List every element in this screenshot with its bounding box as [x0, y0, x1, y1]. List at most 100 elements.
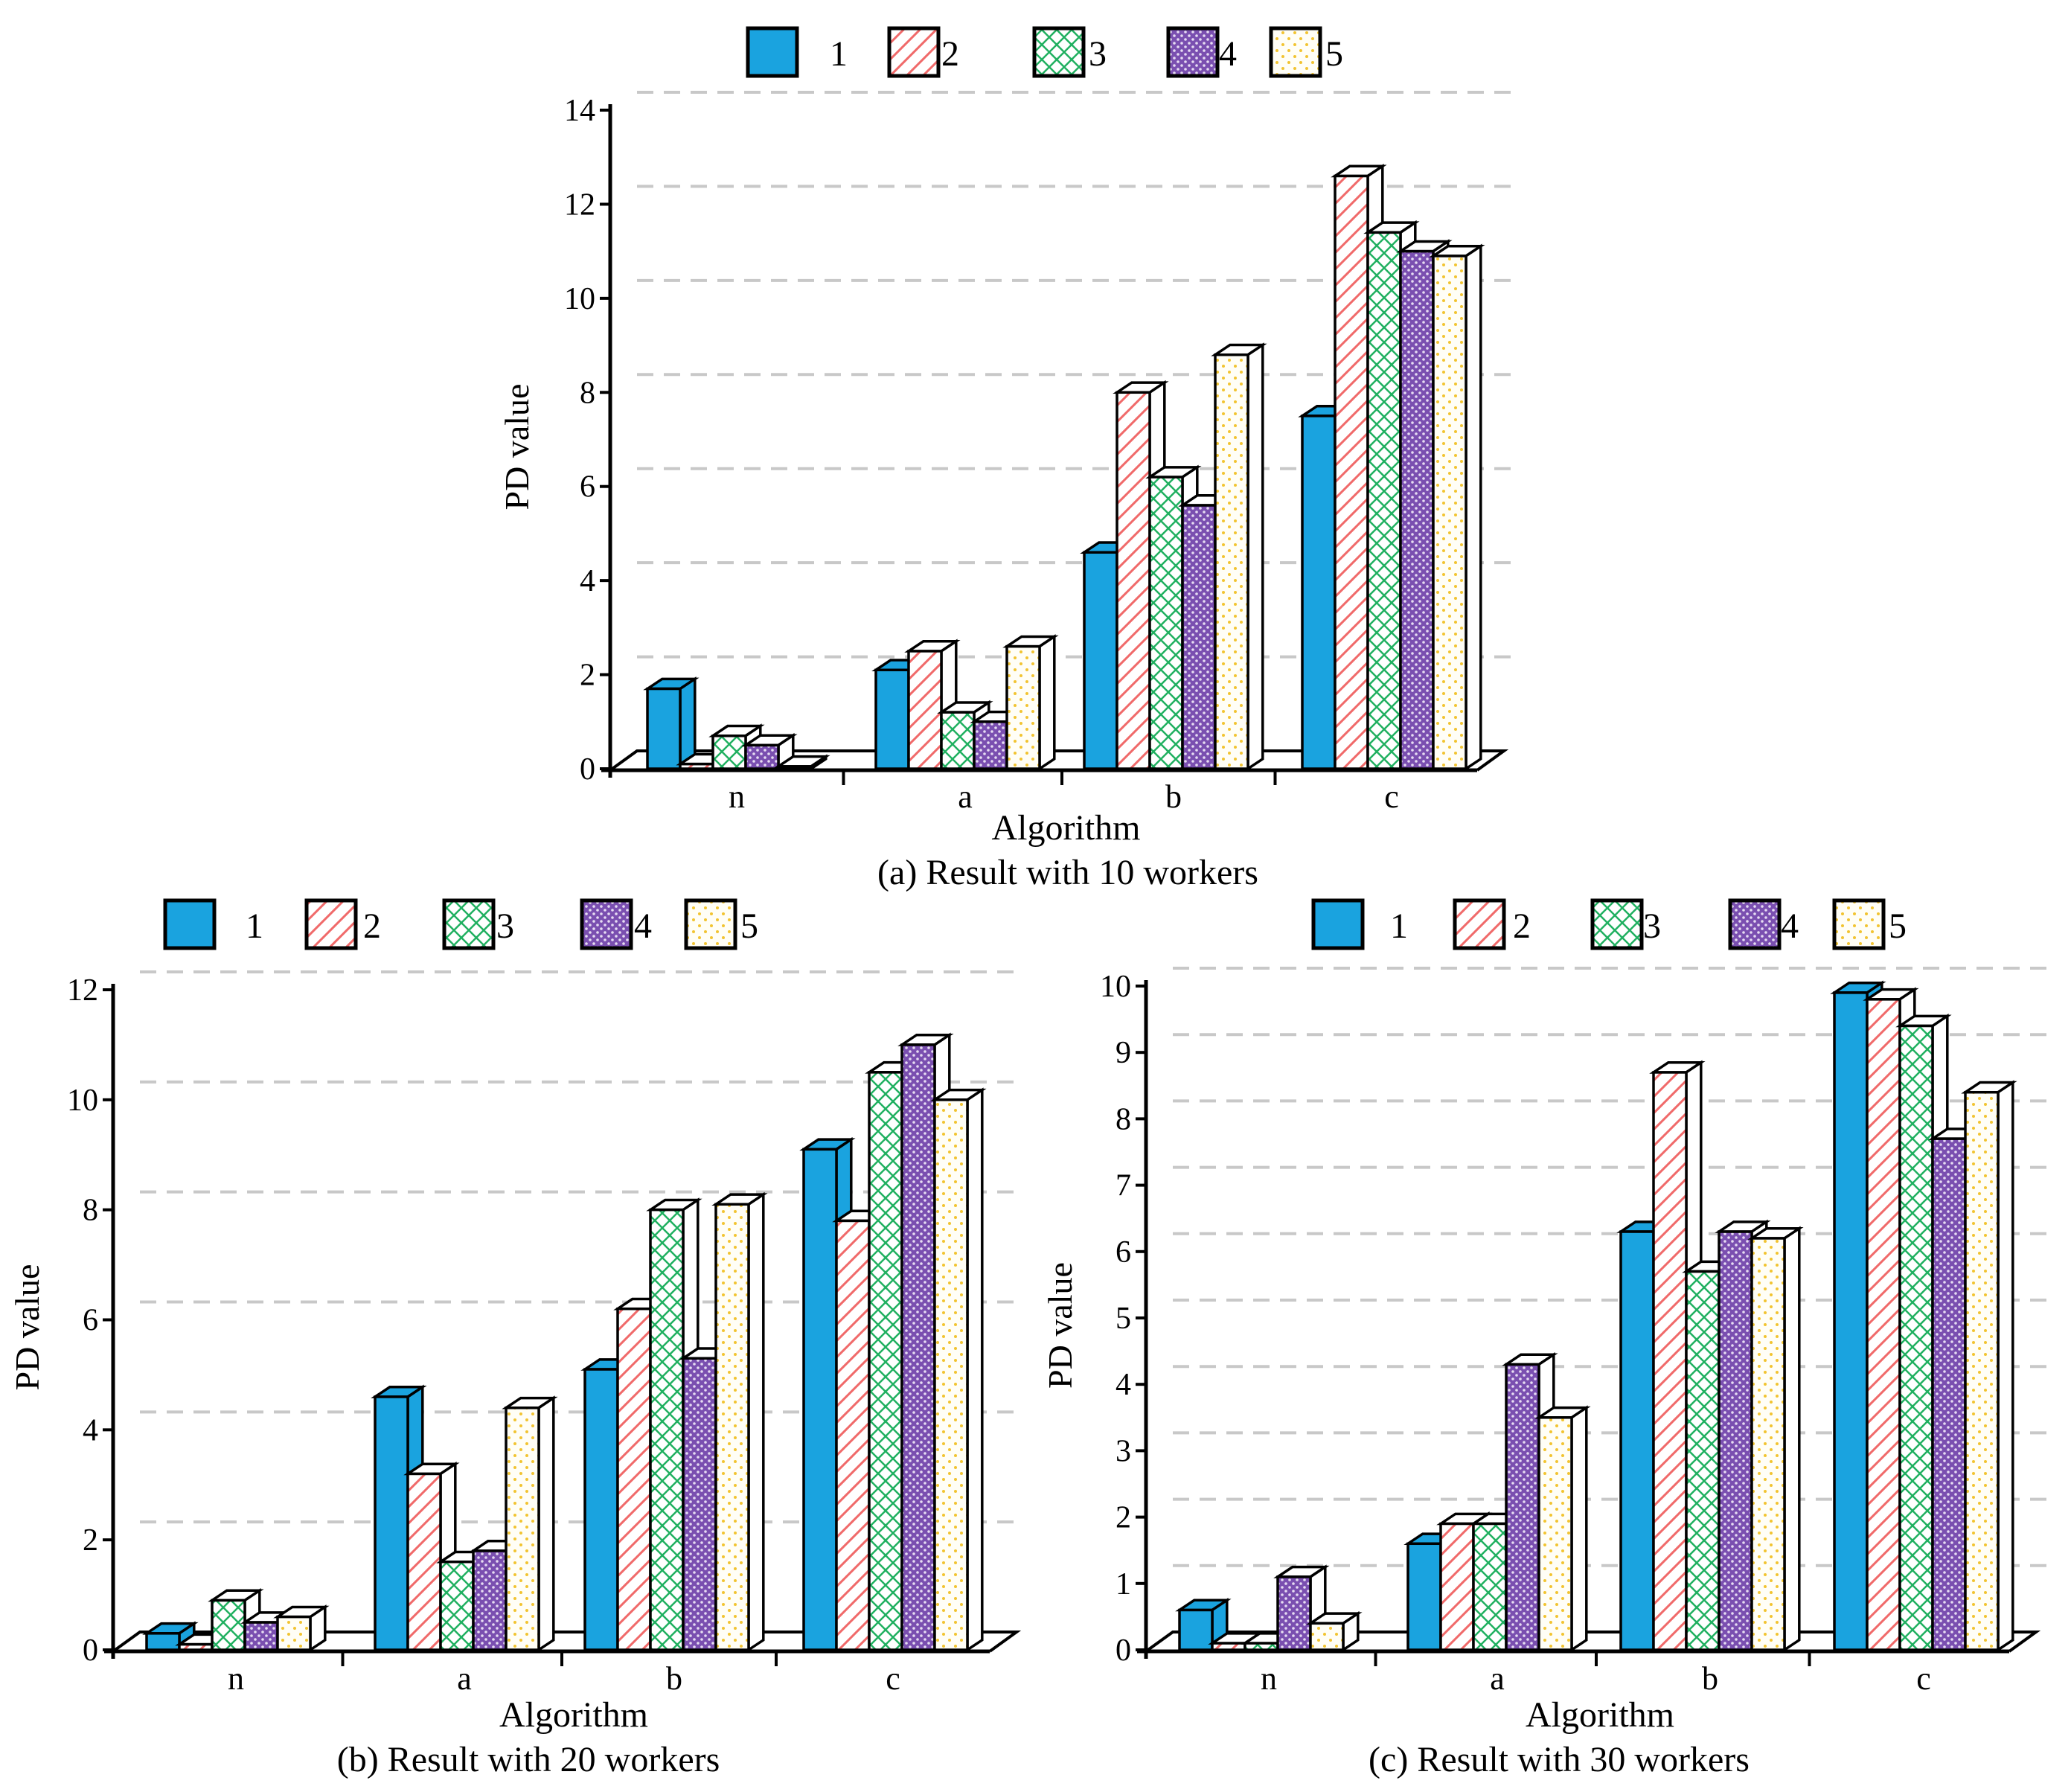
- legend-swatch: [442, 898, 496, 950]
- bar-front: [178, 1642, 214, 1651]
- bar-side: [537, 1395, 555, 1653]
- y-axis-label: PD value: [498, 384, 536, 511]
- legend-label: 1: [1390, 906, 1408, 946]
- bar-front: [1366, 231, 1402, 770]
- bar-front: [243, 1621, 279, 1651]
- legend-swatch: [746, 26, 799, 78]
- y-tick-label: 6: [83, 1304, 98, 1338]
- legend: 1 2 3 4 5: [1311, 898, 1907, 950]
- bar-front: [439, 1560, 475, 1651]
- bar-front: [1243, 1642, 1279, 1651]
- legend-swatch: [1728, 898, 1782, 950]
- bar-front: [1406, 1542, 1442, 1651]
- y-tick-label: 5: [1115, 1302, 1131, 1336]
- bar-front: [1685, 1270, 1721, 1651]
- y-tick-label: 2: [1115, 1501, 1131, 1535]
- bar-front: [616, 1307, 652, 1651]
- bar-front: [1211, 1642, 1246, 1651]
- legend-swatch: [1166, 26, 1220, 78]
- bar-front: [1214, 353, 1249, 770]
- bar-side: [1038, 634, 1056, 772]
- y-tick-label: 4: [580, 564, 595, 598]
- y-tick-label: 10: [67, 1084, 98, 1118]
- bar-front: [1718, 1230, 1753, 1651]
- bar-front: [1083, 551, 1118, 770]
- legend-swatch: [684, 898, 737, 950]
- y-tick-label: 12: [564, 188, 595, 222]
- y-tick-label: 9: [1115, 1036, 1131, 1070]
- legend: 1 2 3 4 5: [163, 898, 758, 950]
- chart-floor: [609, 749, 1509, 772]
- legend-label: 2: [363, 906, 381, 946]
- bar: [1002, 634, 1059, 772]
- bar: [1747, 1226, 1804, 1653]
- bar: [1961, 1080, 2017, 1653]
- x-axis-label: Algorithm: [499, 1695, 648, 1735]
- x-tick-label: c: [1384, 778, 1399, 815]
- bar-front: [276, 1615, 312, 1651]
- bar-front: [1432, 255, 1467, 770]
- x-tick-label: n: [729, 778, 745, 815]
- bar: [273, 1604, 330, 1653]
- bar-front: [1439, 1522, 1475, 1651]
- y-tick-label: 6: [1115, 1235, 1131, 1270]
- bar-front: [868, 1071, 903, 1651]
- bar-front: [679, 762, 714, 770]
- bar-front: [374, 1395, 409, 1651]
- bar: [711, 1191, 768, 1653]
- y-tick-label: 6: [580, 470, 595, 505]
- x-tick-label: c: [886, 1660, 900, 1697]
- bar-front: [583, 1368, 619, 1651]
- bar-front: [646, 687, 682, 770]
- bar-front: [1750, 1237, 1786, 1651]
- bar: [774, 754, 830, 772]
- legend-label: 5: [740, 906, 758, 946]
- legend-swatch: [163, 898, 217, 950]
- x-tick-label: b: [666, 1660, 682, 1697]
- bar-front: [682, 1357, 717, 1651]
- bar-side: [966, 1087, 984, 1653]
- bar: [1429, 243, 1485, 772]
- legend-label: 3: [1089, 34, 1107, 74]
- bar-front: [1931, 1137, 1967, 1651]
- y-tick-label: 4: [1115, 1368, 1131, 1402]
- bar-front: [933, 1098, 969, 1651]
- bar-front: [1148, 476, 1184, 770]
- legend-swatch: [304, 898, 358, 950]
- y-tick-label: 8: [1115, 1102, 1131, 1136]
- legend: 1 2 3 4 5: [746, 26, 1343, 78]
- bar-front: [1301, 415, 1337, 770]
- y-tick-label: 0: [580, 752, 595, 787]
- bar-side: [1997, 1080, 2014, 1653]
- legend-swatch: [1832, 898, 1886, 950]
- bar: [930, 1087, 987, 1653]
- chart-caption: (a) Result with 10 workers: [877, 853, 1258, 892]
- bar-side: [1570, 1405, 1588, 1653]
- y-tick-label: 10: [1100, 970, 1131, 1004]
- y-tick-label: 7: [1115, 1169, 1131, 1203]
- bar-front: [714, 1203, 750, 1651]
- bar-front: [1005, 644, 1041, 770]
- bar-front: [1399, 249, 1435, 770]
- bar-front: [472, 1549, 508, 1651]
- bar: [1534, 1405, 1591, 1653]
- chart-caption: (c) Result with 30 workers: [1369, 1740, 1750, 1779]
- y-tick-label: 8: [83, 1194, 98, 1228]
- bar: [1306, 1610, 1363, 1653]
- legend-label: 4: [634, 906, 652, 946]
- bar-front: [1964, 1090, 2000, 1651]
- legend-label: 4: [1219, 34, 1237, 74]
- x-axis-label: Algorithm: [1526, 1695, 1674, 1735]
- bar-front: [1276, 1575, 1312, 1651]
- x-tick-label: n: [1261, 1660, 1277, 1697]
- bar-front: [1866, 998, 1901, 1651]
- bar-front: [145, 1632, 181, 1651]
- bar: [643, 676, 700, 772]
- chart-floor: [1145, 1631, 2041, 1653]
- legend-label: 1: [246, 906, 263, 946]
- y-tick-label: 4: [83, 1413, 98, 1447]
- bar-front: [406, 1472, 442, 1651]
- bar-front: [1309, 1622, 1345, 1651]
- x-tick-label: b: [1165, 778, 1182, 815]
